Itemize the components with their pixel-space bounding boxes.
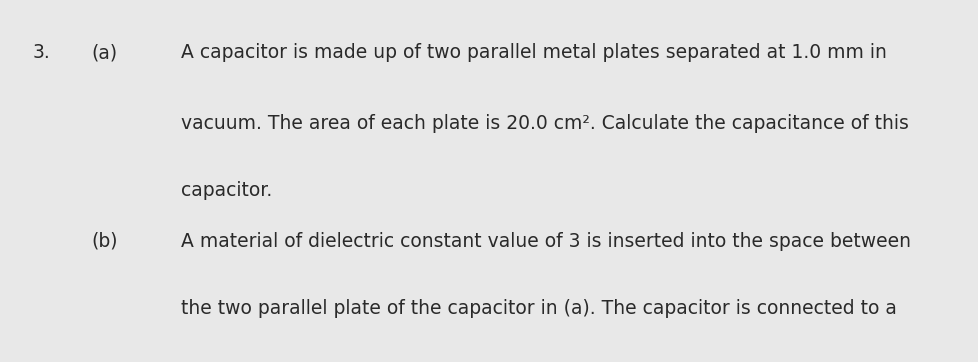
Text: vacuum. The area of each plate is 20.0 cm². Calculate the capacitance of this: vacuum. The area of each plate is 20.0 c… (181, 114, 908, 133)
Text: capacitor.: capacitor. (181, 181, 272, 200)
Text: A capacitor is made up of two parallel metal plates separated at 1.0 mm in: A capacitor is made up of two parallel m… (181, 43, 886, 62)
Text: A material of dielectric constant value of 3 is inserted into the space between: A material of dielectric constant value … (181, 232, 911, 251)
Text: 3.: 3. (32, 43, 50, 62)
Text: the two parallel plate of the capacitor in (a). The capacitor is connected to a: the two parallel plate of the capacitor … (181, 299, 896, 317)
Text: (b): (b) (91, 232, 117, 251)
Text: (a): (a) (91, 43, 117, 62)
